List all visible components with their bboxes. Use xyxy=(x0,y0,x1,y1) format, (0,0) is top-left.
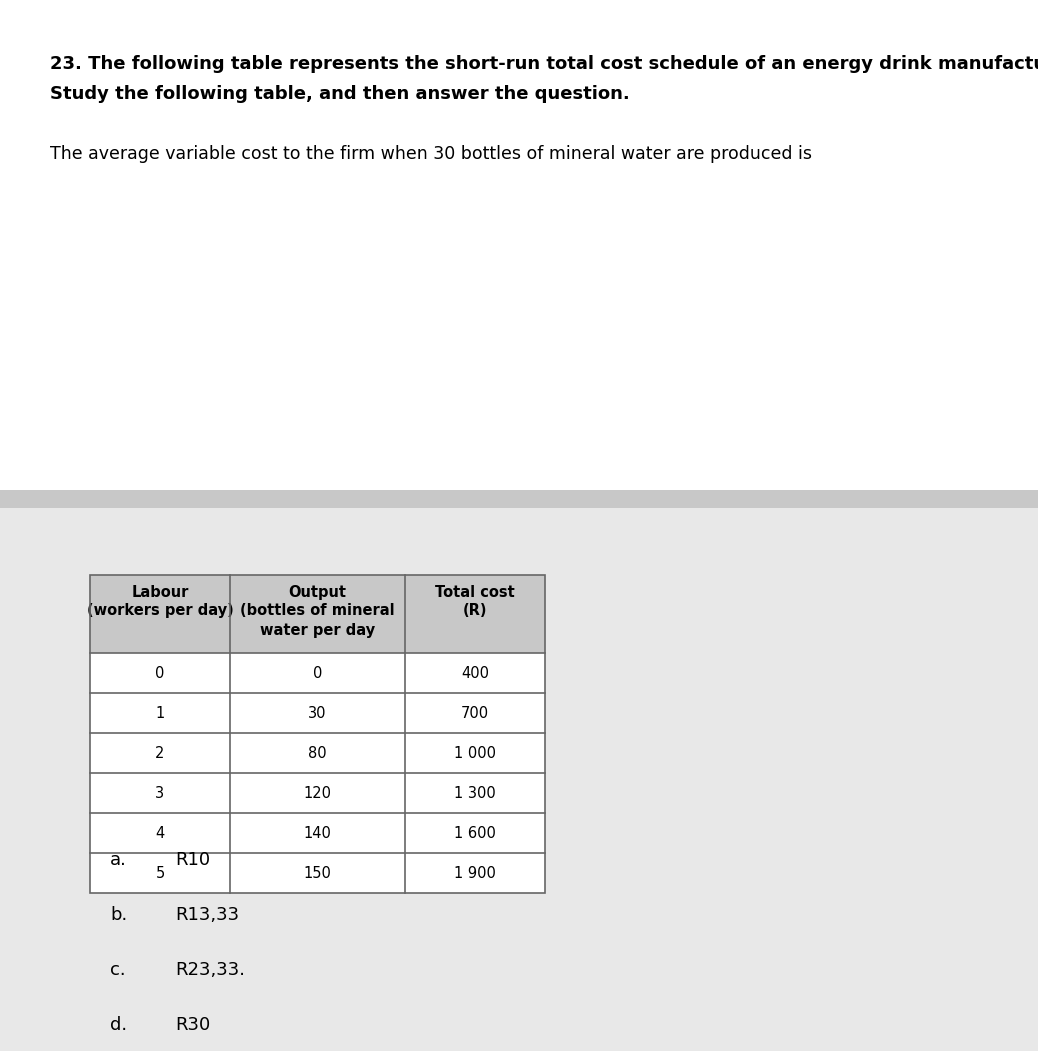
Text: 700: 700 xyxy=(461,705,489,721)
Bar xyxy=(90,772,545,813)
Text: The average variable cost to the firm when 30 bottles of mineral water are produ: The average variable cost to the firm wh… xyxy=(50,145,812,163)
Text: R10: R10 xyxy=(175,851,210,869)
Text: 400: 400 xyxy=(461,665,489,680)
Text: a.: a. xyxy=(110,851,127,869)
Text: d.: d. xyxy=(110,1016,127,1034)
Text: R13,33: R13,33 xyxy=(175,906,239,924)
Text: 1 300: 1 300 xyxy=(455,785,496,801)
Text: 1 000: 1 000 xyxy=(454,745,496,761)
Bar xyxy=(90,813,545,853)
Text: 140: 140 xyxy=(303,825,331,841)
Bar xyxy=(0,490,1038,508)
Text: 1: 1 xyxy=(156,705,165,721)
Text: Study the following table, and then answer the question.: Study the following table, and then answ… xyxy=(50,85,630,103)
Text: 4: 4 xyxy=(156,825,165,841)
Text: 2: 2 xyxy=(156,745,165,761)
Text: 120: 120 xyxy=(303,785,331,801)
Bar xyxy=(90,575,545,653)
Bar xyxy=(90,653,545,693)
Text: Output: Output xyxy=(289,585,347,600)
Bar xyxy=(0,0,1038,490)
Text: c.: c. xyxy=(110,961,126,978)
Bar xyxy=(90,853,545,893)
Text: 1 600: 1 600 xyxy=(454,825,496,841)
Text: (workers per day): (workers per day) xyxy=(86,603,234,618)
Bar xyxy=(90,733,545,772)
Text: water per day: water per day xyxy=(260,623,375,638)
Text: 3: 3 xyxy=(156,785,165,801)
Text: 0: 0 xyxy=(156,665,165,680)
Text: 30: 30 xyxy=(308,705,327,721)
Text: 0: 0 xyxy=(312,665,322,680)
Bar xyxy=(90,575,545,893)
Text: 5: 5 xyxy=(156,866,165,881)
Text: (R): (R) xyxy=(463,603,487,618)
Text: Total cost: Total cost xyxy=(435,585,515,600)
Text: (bottles of mineral: (bottles of mineral xyxy=(240,603,394,618)
Text: 150: 150 xyxy=(303,866,331,881)
Text: R23,33.: R23,33. xyxy=(175,961,245,978)
Text: Labour: Labour xyxy=(132,585,189,600)
Text: 80: 80 xyxy=(308,745,327,761)
Bar xyxy=(90,693,545,733)
Text: b.: b. xyxy=(110,906,128,924)
Text: 1 900: 1 900 xyxy=(454,866,496,881)
Text: 23. The following table represents the short-run total cost schedule of an energ: 23. The following table represents the s… xyxy=(50,55,1038,73)
Bar xyxy=(0,508,1038,1051)
Text: R30: R30 xyxy=(175,1016,211,1034)
